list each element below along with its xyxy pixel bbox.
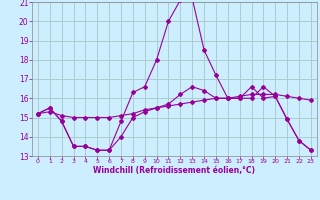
- X-axis label: Windchill (Refroidissement éolien,°C): Windchill (Refroidissement éolien,°C): [93, 166, 255, 175]
